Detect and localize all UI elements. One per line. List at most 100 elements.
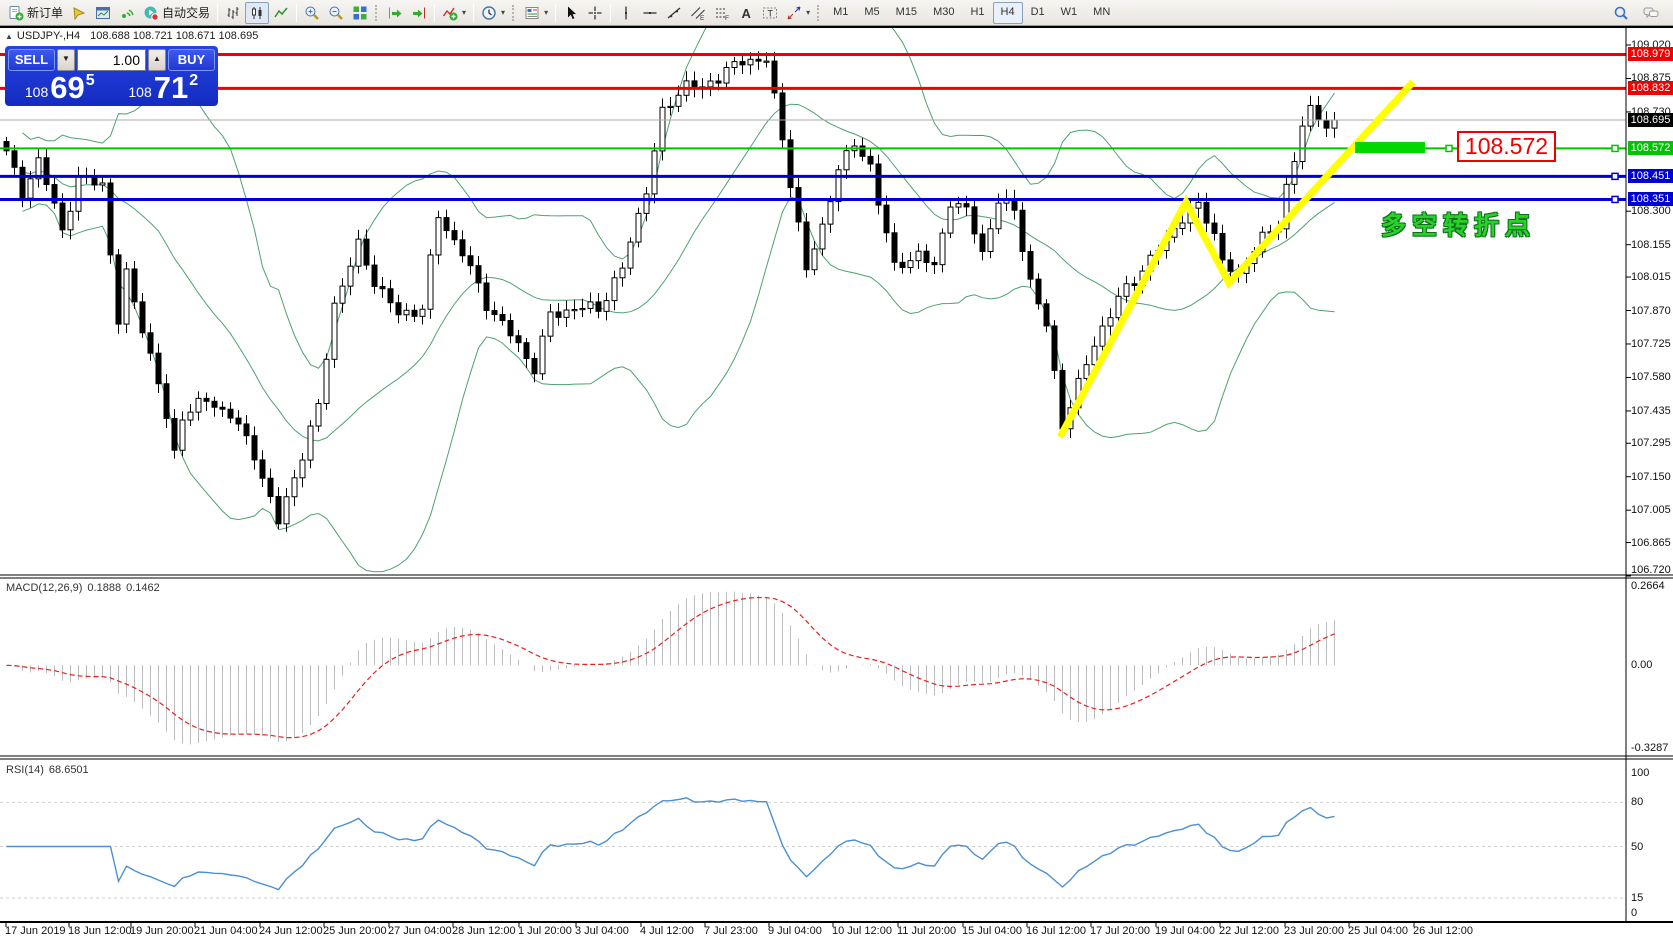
rsi-tick: 80 [1631,796,1644,809]
timeframe-mn-button[interactable]: MN [1093,5,1111,18]
line-chart-button[interactable] [269,2,293,24]
macd-min-tick: -0.3287 [1631,742,1669,754]
price-level-label: 108.451 [1628,169,1673,184]
fibo-button[interactable]: F [710,2,734,24]
price-tick: 108.300 [1631,205,1671,218]
auto-scroll-button[interactable] [383,2,407,24]
timeframe-m15-button[interactable]: M15 [895,5,918,18]
autotrade-icon [143,5,159,21]
text-a-button[interactable]: A [734,2,758,24]
vline-icon [618,5,634,21]
collapse-panel-icon[interactable]: ▲ [5,32,13,41]
price-level-label: 108.572 [1628,141,1673,156]
timeframe-h4-button[interactable]: H4 [992,1,1023,24]
new-order-button[interactable]: 新订单 [4,2,67,24]
crosshair-button[interactable] [583,2,607,24]
rsi-tick: 15 [1631,891,1644,904]
date-label: 19 Jun 20:00 [130,925,194,937]
svg-text:T: T [768,8,774,18]
one-click-trade-panel: SELL ▼ 1.00 ▲ BUY 108 69 5 108 71 2 [5,46,218,106]
timeframe-m30-button[interactable]: M30 [933,5,955,18]
zoom-in-button[interactable] [300,2,324,24]
cursor-button[interactable] [559,2,583,24]
toolbar-separator [473,3,475,22]
rsi-value: 68.6501 [48,764,89,776]
date-label: 27 Jun 04:00 [388,925,452,937]
tline-button[interactable] [662,2,686,24]
zoom-out-button[interactable] [324,2,348,24]
search-button[interactable] [1609,2,1633,24]
buy-price[interactable]: 108 71 2 [128,70,199,105]
indicators-button[interactable]: ▾ [438,2,470,24]
signal-icon [119,5,135,21]
chart-shift-button[interactable] [407,2,431,24]
turning-point-annotation[interactable]: 多空转折点 [1381,212,1537,240]
volume-input[interactable]: 1.00 [77,49,146,71]
dropdown-caret-icon: ▾ [501,8,506,17]
timeframe-m1-button[interactable]: M1 [833,5,849,18]
volume-decrease-button[interactable]: ▼ [57,49,75,71]
shapes-icon [786,5,802,21]
dropdown-caret-icon: ▾ [462,8,467,17]
hline-button[interactable] [638,2,662,24]
price-tick: 107.435 [1631,404,1671,417]
dropdown-caret-icon: ▾ [544,8,549,17]
price-tick: 106.720 [1631,564,1671,576]
macd-zero-tick: 0.00 [1631,659,1653,672]
rsi-label: RSI(14) 68.6501 [6,764,89,776]
sell-button[interactable]: SELL [8,49,55,71]
toolbar-separator [610,3,612,22]
price-tick: 108.155 [1631,238,1671,251]
sell-price[interactable]: 108 69 5 [24,70,95,105]
price-callout-box[interactable]: 108.572 [1457,131,1556,162]
price-tick: 107.580 [1631,371,1671,384]
timeframe-d1-button[interactable]: D1 [1030,5,1045,18]
price-tick: 107.870 [1631,304,1671,317]
signal-button[interactable] [115,2,139,24]
label-t-button[interactable]: T [758,2,782,24]
date-label: 11 Jul 20:00 [897,925,957,937]
yellow-trendline[interactable] [1056,79,1416,439]
vline-button[interactable] [614,2,638,24]
charts-window-button[interactable] [91,2,115,24]
crosshair-icon [587,5,603,21]
channel-button[interactable]: E [686,2,710,24]
shapes-button[interactable]: ▾ [782,2,814,24]
timeframe-w1-button[interactable]: W1 [1060,5,1078,18]
price-tick: 107.005 [1631,504,1671,517]
green-highlight[interactable] [1355,142,1425,153]
svg-text:E: E [700,15,705,21]
zoom-in-icon [304,5,320,21]
timeframe-h1-button[interactable]: H1 [970,5,985,18]
autotrade-button[interactable]: 自动交易 [139,2,214,24]
hline-icon [642,5,658,21]
date-label: 21 Jun 04:00 [194,925,258,937]
candles-chart-button[interactable] [245,1,270,24]
date-label: 3 Jul 04:00 [575,925,629,937]
buy-button[interactable]: BUY [168,49,215,71]
date-label: 1 Jul 20:00 [518,925,572,937]
price-tick: 106.865 [1631,536,1671,549]
templates-button[interactable]: ▾ [520,2,552,24]
volume-increase-button[interactable]: ▲ [148,49,166,71]
ohlc-values: 108.688 108.721 108.671 108.695 [90,30,259,42]
price-tick: 107.725 [1631,337,1671,350]
price-tick: 107.150 [1631,470,1671,483]
tile-windows-button[interactable] [348,2,372,24]
date-label: 9 Jul 04:00 [768,925,822,937]
bars-chart-button[interactable] [221,2,245,24]
symbol-name: USDJPY-,H4 [16,30,81,42]
toolbar: 新订单 自动交易 ▾ ▾ ▾ E F A T ▾ M1 M5 M15 M30 H1 H4 D1 W1 MN [0,0,1673,26]
toolbar-separator [375,4,380,21]
date-axis[interactable]: 17 Jun 2019 18 Jun 12:00 19 Jun 20:00 21 Ju… [0,925,1673,945]
pointer-yellow-button[interactable] [67,2,91,24]
tile-windows-icon [352,5,368,21]
timeframe-m5-button[interactable]: M5 [864,5,880,18]
chat-button[interactable] [1639,2,1663,24]
charts-window-icon [95,5,111,21]
periods-button[interactable]: ▾ [477,2,509,24]
toolbar-separator [555,3,557,22]
zoom-out-icon [328,5,344,21]
price-level-label: 108.351 [1628,192,1673,207]
